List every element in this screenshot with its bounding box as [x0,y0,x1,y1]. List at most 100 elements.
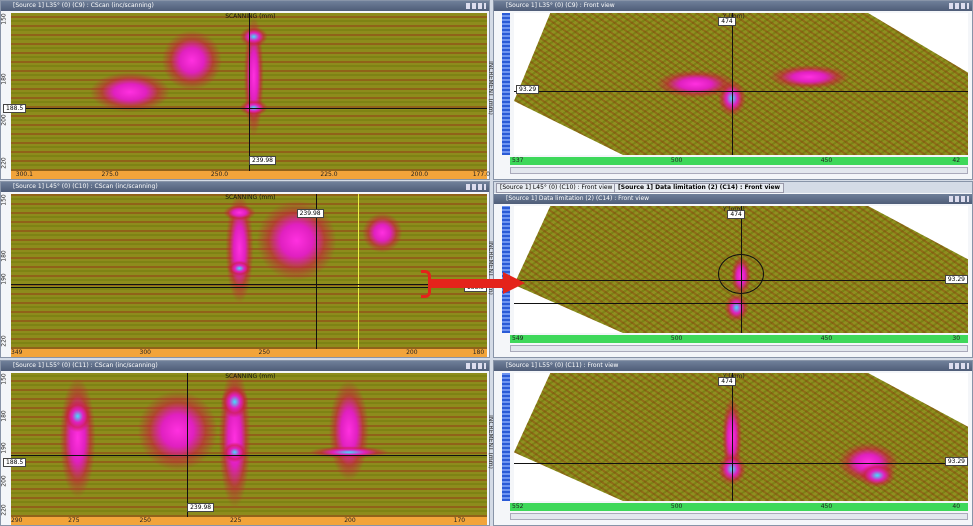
x-tick-label: 450 [821,503,832,511]
x-tick-label: 200 [344,517,355,525]
x-tick-label: 40 [952,503,960,511]
x-tick-label: 200 [406,349,417,357]
scrollbar[interactable] [510,513,968,520]
cursor-h [11,108,487,109]
x-ruler [510,503,968,511]
cursor-h [11,287,487,288]
x-tick-label: 549 [512,335,523,343]
y-ruler [502,206,510,333]
x-tick-label: 250 [140,517,151,525]
cscan-image: SCANNING (mm)INCREMENT (mm) [11,373,487,517]
tab[interactable]: [Source 1] L45° (0) (C10) : Front view [496,183,616,193]
cursor-v [358,194,359,349]
window-buttons [949,196,969,202]
cursor-v [187,373,188,517]
bracket [421,270,431,298]
x-tick-label: 180 [473,349,484,357]
x-axis-label: SCANNING (mm) [225,373,275,381]
y-tick-label: 190 [1,274,9,285]
y-ruler [502,373,510,501]
cursor-h [514,91,968,92]
x-tick-label: 500 [671,503,682,511]
y-tick-label: 180 [1,250,9,261]
window-buttons [949,3,969,9]
x-tick-label: 250 [259,349,270,357]
y-ruler [502,13,510,155]
title-bar: [Source 1] L45° (0) (C10) : CScan (inc/s… [1,182,489,192]
cursor-h [11,455,487,456]
cursor-label: 188.5 [3,104,26,113]
arrow-head [503,272,525,294]
cursor-h [514,303,968,304]
y-tick-label: 190 [1,442,9,453]
cursor-label: 474 [718,17,735,26]
x-ruler [11,517,487,525]
x-axis-label: SCANNING (mm) [225,13,275,21]
cursor-v [732,13,733,155]
y-tick-label: 150 [1,373,9,384]
screen: [Source 1] L35° (0) (C9) : CScan (inc/sc… [0,0,973,526]
tab[interactable]: [Source 1] Data limitation (2) (C14) : F… [614,183,784,193]
x-tick-label: 300 [140,349,151,357]
scrollbar[interactable] [510,167,968,174]
cursor-label: 474 [718,377,735,386]
x-tick-label: 250.0 [211,171,228,179]
front-image [514,13,968,155]
cursor-label: 239.98 [297,209,324,218]
y-ruler [1,194,11,349]
front-view: Y (mm)47493.29 [514,373,968,501]
x-tick-label: 450 [821,335,832,343]
cursor-label: 239.98 [249,156,276,165]
y-tick-label: 150 [1,14,9,25]
panel: [Source 1] L35° (0) (C9) : CScan (inc/sc… [0,0,490,180]
x-tick-label: 225 [230,517,241,525]
x-tick-label: 275 [68,517,79,525]
cursor-v [249,13,250,171]
title-bar: [Source 1] L55° (0) (C11) : Front view [494,361,972,371]
y-ruler [1,13,11,171]
cursor-label: 93.29 [945,275,968,284]
cursor-v [732,373,733,501]
y-tick-label: 180 [1,410,9,421]
x-tick-label: 177.0 [473,171,490,179]
x-tick-label: 30 [952,335,960,343]
window-buttons [466,184,486,190]
cursor-label: 239.98 [187,503,214,512]
x-tick-label: 200.0 [411,171,428,179]
window-buttons [949,363,969,369]
y-tick-label: 180 [1,74,9,85]
window-buttons [466,3,486,9]
front-view: Y (mm)47493.29 [514,206,968,333]
title-bar: [Source 1] L55° (0) (C11) : CScan (inc/s… [1,361,489,371]
x-tick-label: 500 [671,157,682,165]
cursor-h [514,463,968,464]
x-axis-label: SCANNING (mm) [225,194,275,202]
x-ruler [510,157,968,165]
x-tick-label: 349 [11,349,22,357]
scrollbar[interactable] [510,345,968,352]
y-tick-label: 220 [1,504,9,515]
cursor-label: 474 [727,210,744,219]
x-tick-label: 500 [671,335,682,343]
x-tick-label: 290 [11,517,22,525]
panel: [Source 1] L55° (0) (C11) : CScan (inc/s… [0,360,490,526]
x-tick-label: 450 [821,157,832,165]
panel: [Source 1] L55° (0) (C11) : Front viewY … [493,360,973,526]
title-bar: [Source 1] Data limitation (2) (C14) : F… [494,194,972,204]
x-tick-label: 275.0 [101,171,118,179]
tab-strip: [Source 1] L45° (0) (C10) : Front view[S… [494,182,972,193]
y-tick-label: 200 [1,115,9,126]
y-tick-label: 200 [1,475,9,486]
cursor-label: 93.29 [516,85,539,94]
window-buttons [466,363,486,369]
y-tick-label: 220 [1,336,9,347]
cursor-label: 188.5 [3,458,26,467]
cursor-h [11,284,487,285]
x-tick-label: 225.0 [320,171,337,179]
panel: [Source 1] L45° (0) (C10) : Front view[S… [493,181,973,358]
title-bar: [Source 1] L35° (0) (C9) : Front view [494,1,972,11]
x-tick-label: 170 [454,517,465,525]
cursor-label: 93.29 [945,457,968,466]
x-tick-label: 300.1 [16,171,33,179]
